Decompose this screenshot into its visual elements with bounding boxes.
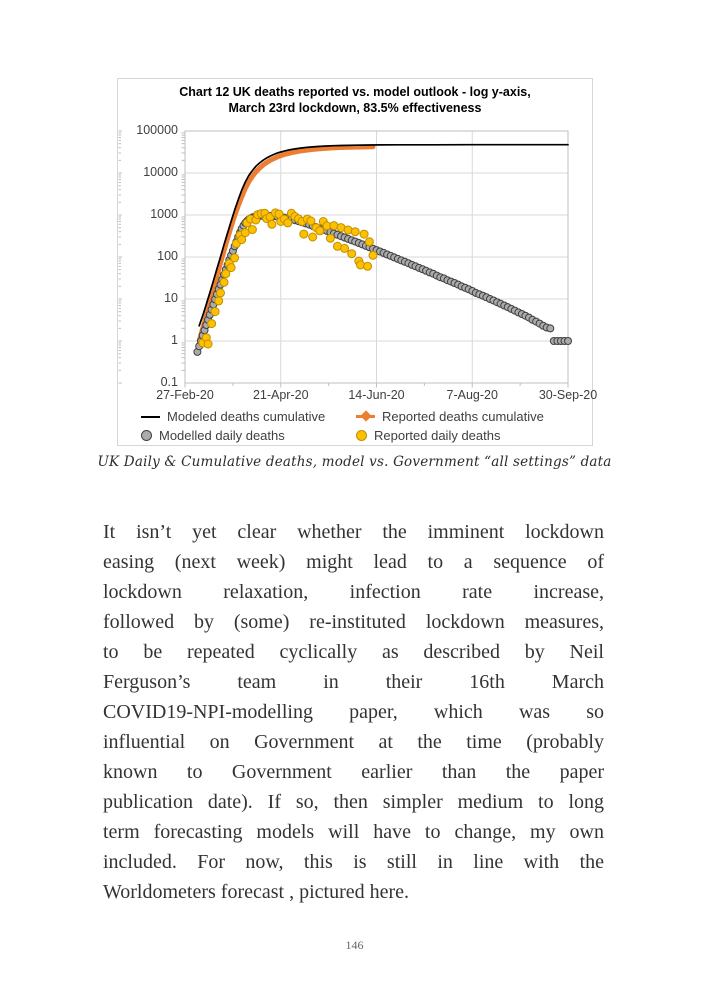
- paragraph-line: influential on Government at the time (p…: [103, 731, 604, 753]
- x-tick-label: 7-Aug-20: [446, 388, 498, 402]
- y-tick-label: 0.1: [160, 375, 178, 389]
- y-tick-label: 1000: [150, 207, 178, 221]
- paragraph-line: known to Government earlier than the pap…: [103, 761, 604, 783]
- chart-title-line1: Chart 12 UK deaths reported vs. model ou…: [179, 85, 531, 99]
- paragraph-line: It isn’t yet clear whether the imminent …: [103, 521, 604, 543]
- paragraph-line: followed by (some) re-instituted lockdow…: [103, 611, 604, 633]
- figure-caption: UK Daily & Cumulative deaths, model vs. …: [97, 454, 612, 470]
- page-number: 146: [345, 938, 364, 952]
- legend-item-reported-cumulative: Reported deaths cumulative: [356, 407, 544, 426]
- x-tick-label: 27-Feb-20: [156, 388, 214, 402]
- body-paragraph: It isn’t yet clear whether the imminent …: [103, 517, 604, 907]
- y-tick-label: 1: [171, 333, 178, 347]
- legend-label: Reported daily deaths: [374, 428, 501, 443]
- legend-label: Modeled deaths cumulative: [167, 409, 326, 424]
- y-tick-label: 100: [157, 249, 178, 263]
- chart-title-line2: March 23rd lockdown, 83.5% effectiveness: [228, 101, 482, 115]
- y-tick-label: 10000: [143, 165, 178, 179]
- chart: Chart 12 UK deaths reported vs. model ou…: [117, 78, 597, 446]
- y-axis-labels: 100000 10000 1000 100 10 1 0.1: [118, 79, 180, 445]
- paragraph-line: easing (next week) might lead to a seque…: [103, 551, 604, 573]
- chart-title: Chart 12 UK deaths reported vs. model ou…: [118, 84, 592, 116]
- legend-item-modeled-cumulative: Modeled deaths cumulative: [141, 407, 325, 426]
- chart-plot-area: [118, 130, 572, 388]
- x-tick-label: 14-Jun-20: [348, 388, 405, 402]
- chart-legend: Modeled deaths cumulative Reported death…: [118, 407, 592, 445]
- paragraph-line: lockdown relaxation, infection rate incr…: [103, 581, 604, 603]
- paragraph-line: term forecasting models will have to cha…: [103, 821, 604, 843]
- legend-label: Reported deaths cumulative: [382, 409, 544, 424]
- yellow-circle-icon: [356, 430, 367, 441]
- grey-circle-icon: [141, 430, 152, 441]
- orange-diamond-line-icon: [356, 410, 375, 422]
- x-axis-labels: 27-Feb-20 21-Apr-20 14-Jun-20 7-Aug-20 30-Se…: [118, 79, 597, 445]
- legend-item-modelled-daily: Modelled daily deaths: [141, 426, 285, 445]
- paragraph-line: included. For now, this is still in line…: [103, 851, 604, 873]
- legend-item-reported-daily: Reported daily deaths: [356, 426, 500, 445]
- paragraph-line: to be repeated cyclically as described b…: [103, 641, 604, 663]
- paragraph-line: COVID19-NPI-modelling paper, which was s…: [103, 701, 604, 723]
- black-line-icon: [141, 415, 160, 418]
- paragraph-line: Worldometers forecast , pictured here.: [103, 881, 410, 903]
- paragraph-line: publication date). If so, then simpler m…: [103, 791, 604, 813]
- x-tick-label: 21-Apr-20: [252, 388, 309, 402]
- x-tick-label: 30-Sep-20: [538, 388, 598, 402]
- y-tick-label: 100000: [136, 123, 178, 137]
- paragraph-line: Ferguson’s team in their 16th March: [103, 671, 604, 693]
- legend-label: Modelled daily deaths: [159, 428, 285, 443]
- y-tick-label: 10: [164, 291, 178, 305]
